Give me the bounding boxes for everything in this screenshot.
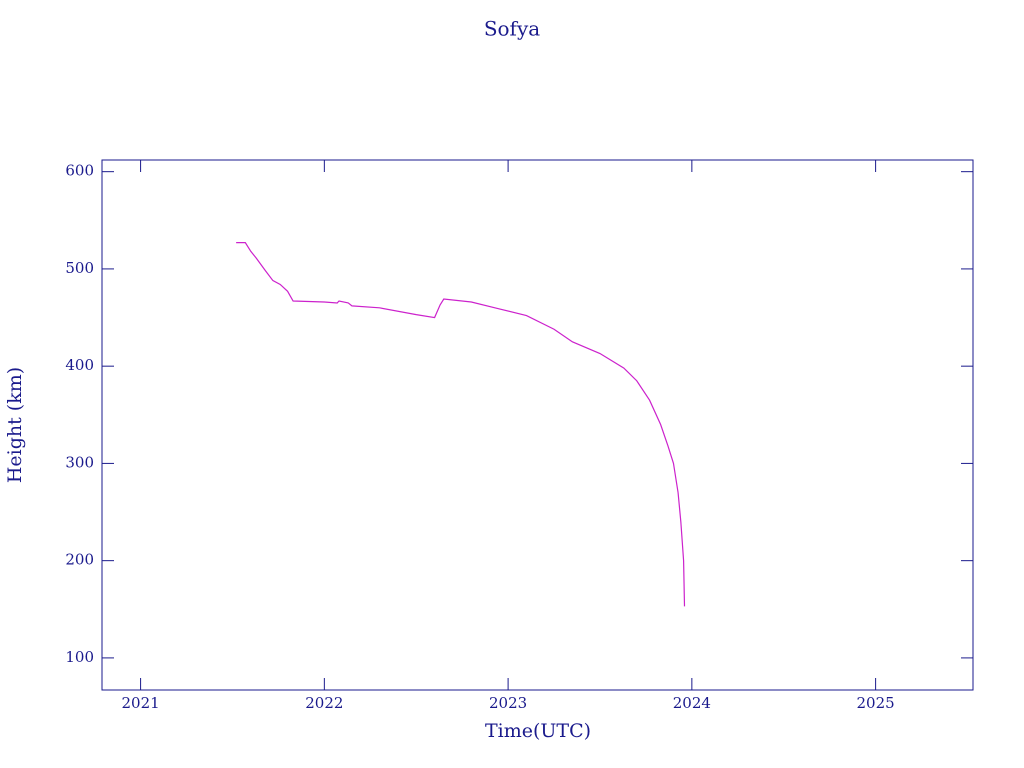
y-tick-label: 600 [65, 162, 94, 180]
y-axis-label: Height (km) [4, 367, 26, 483]
y-tick-label: 300 [65, 453, 94, 471]
x-tick-label: 2023 [489, 694, 527, 712]
y-tick-label: 100 [65, 648, 94, 666]
x-tick-label: 2021 [121, 694, 159, 712]
x-tick-label: 2022 [305, 694, 343, 712]
x-tick-label: 2024 [673, 694, 711, 712]
x-tick-label: 2025 [857, 694, 895, 712]
y-tick-label: 200 [65, 551, 94, 569]
y-tick-label: 500 [65, 259, 94, 277]
plot-frame [101, 159, 974, 691]
chart-title: Sofya [484, 17, 540, 41]
y-tick-label: 400 [65, 356, 94, 374]
data-line [236, 242, 686, 607]
x-axis-label: Time(UTC) [485, 720, 591, 742]
